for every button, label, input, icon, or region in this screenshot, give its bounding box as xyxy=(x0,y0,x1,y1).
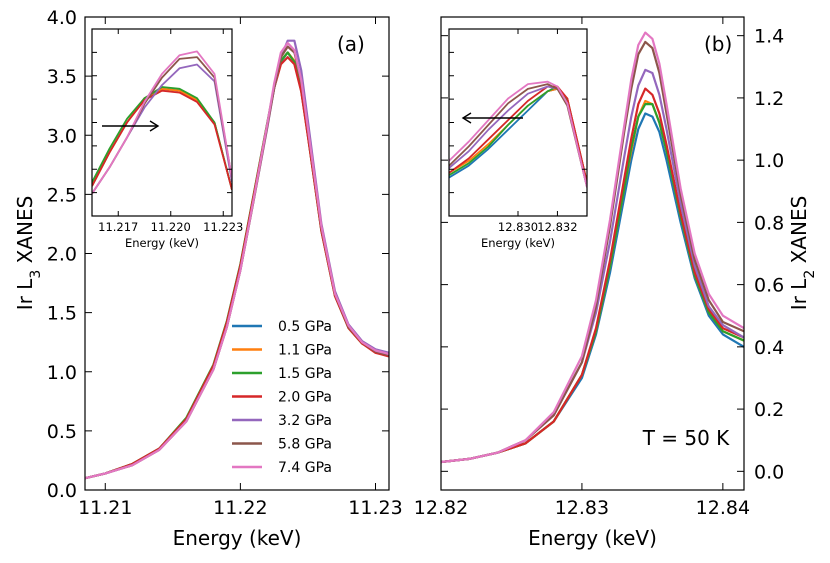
series-line-2-0-gpa xyxy=(441,87,744,464)
legend-label: 2.0 GPa xyxy=(278,390,332,406)
inset-x-tick-label: 11.220 xyxy=(151,220,191,234)
inset-series-line-7-4-gpa xyxy=(449,80,587,188)
inset-series-line-5-8-gpa xyxy=(449,83,587,188)
pressure-arrow-head xyxy=(461,112,472,124)
inset-x-axis-label: Energy (keV) xyxy=(125,236,199,250)
y-axis-label: Ir L2 XANES xyxy=(787,196,818,311)
x-tick-label: 11.22 xyxy=(213,497,267,519)
legend-label: 0.5 GPa xyxy=(278,319,332,335)
pressure-arrow-head xyxy=(149,120,160,132)
inset-a: 11.217 11.220 11.223 Energy (keV) xyxy=(91,28,243,250)
y-axis-label: Ir L3 XANES xyxy=(13,196,44,311)
y-tick-label: 2.0 xyxy=(47,244,77,266)
axes-frame xyxy=(440,16,745,491)
y-tick-label: 4.0 xyxy=(47,7,77,29)
inset-x-tick-label: 12.830 xyxy=(498,220,538,234)
y-tick-label: 3.0 xyxy=(47,125,77,147)
inset-x-tick-label: 11.223 xyxy=(203,220,243,234)
x-tick-label: 12.83 xyxy=(555,497,609,519)
x-tick-label: 12.84 xyxy=(696,497,750,519)
inset-series-line-2-0-gpa xyxy=(92,89,232,191)
series-line-7-4-gpa xyxy=(85,41,389,480)
y-tick-label: 0.0 xyxy=(47,480,77,502)
main-series-group xyxy=(85,39,389,480)
y-tick-label: 0.2 xyxy=(754,399,784,421)
y-tick-label: 2.5 xyxy=(47,184,77,206)
y-tick-label: 3.5 xyxy=(47,66,77,88)
y-tick-label: 1.4 xyxy=(754,26,784,48)
legend-label: 5.8 GPa xyxy=(278,437,332,453)
y-tick-label: 1.0 xyxy=(754,150,784,172)
y-tick-label: 1.5 xyxy=(47,303,77,325)
y-tick-label: 0.6 xyxy=(754,275,784,297)
x-axis-label: Energy (keV) xyxy=(528,526,657,550)
series-line-7-4-gpa xyxy=(441,31,744,464)
y-tick-label: 1.2 xyxy=(754,88,784,110)
y-tick-label: 0.5 xyxy=(47,421,77,443)
legend-label: 1.5 GPa xyxy=(278,366,332,382)
temperature-annotation: T = 50 K xyxy=(642,426,730,450)
inset-series-line-1-5-gpa xyxy=(92,86,232,191)
legend-label: 1.1 GPa xyxy=(278,343,332,359)
panel-b: 12.82 12.83 12.840.0 0.2 0.4 0.6 0.8 1.0 1.2 1.4 E… xyxy=(414,16,818,550)
panel-label: (a) xyxy=(337,32,365,56)
inset-x-tick-label: 12.832 xyxy=(537,220,577,234)
y-tick-label: 0.8 xyxy=(754,212,784,234)
y-tick-label: 0.4 xyxy=(754,337,784,359)
panel-a: 11.21 11.22 11.23 0.0 0.5 1.0 1.5 2.0 2.5 3.0 3.5 4… xyxy=(13,7,403,550)
inset-b: 12.830 12.832 Energy (keV) xyxy=(448,28,588,250)
inset-series-line-2-0-gpa xyxy=(449,85,587,183)
x-tick-label: 11.23 xyxy=(348,497,402,519)
inset-series-line-7-4-gpa xyxy=(92,50,232,195)
x-axis-label: Energy (keV) xyxy=(173,526,302,550)
x-tick-label: 12.82 xyxy=(414,497,468,519)
panel-label: (b) xyxy=(704,32,732,56)
legend-label: 7.4 GPa xyxy=(278,460,332,476)
legend: 0.5 GPa 1.1 GPa 1.5 GPa 2.0 GPa 3.2 GPa 5.8 G… xyxy=(232,319,332,476)
legend-label: 3.2 GPa xyxy=(278,413,332,429)
x-tick-label: 11.21 xyxy=(78,497,132,519)
main-series-group xyxy=(441,31,744,464)
y-tick-label: 1.0 xyxy=(47,362,77,384)
inset-x-tick-label: 11.217 xyxy=(98,220,138,234)
y-tick-label: 0.0 xyxy=(754,461,784,483)
inset-x-axis-label: Energy (keV) xyxy=(481,236,555,250)
